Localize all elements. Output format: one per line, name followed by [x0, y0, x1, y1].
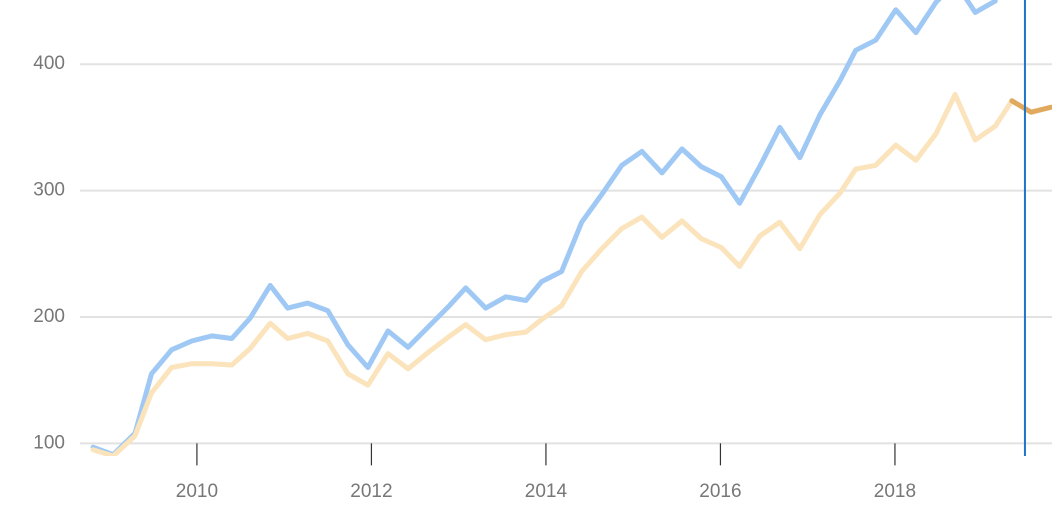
x-tick-label: 2012: [350, 481, 392, 502]
x-tick-label: 2010: [176, 481, 218, 502]
line: [90, 0, 998, 456]
line: [90, 92, 1015, 456]
x-tick-label: 2014: [525, 481, 568, 502]
x-tick-label: 2018: [874, 481, 916, 502]
y-tick-label: 400: [33, 53, 65, 74]
line: [1009, 98, 1052, 115]
y-tick-label: 200: [33, 306, 65, 327]
x-tick-label: 2016: [699, 481, 741, 502]
y-tick-label: 300: [33, 180, 65, 201]
plot: [90, 0, 1052, 456]
y-tick-label: 100: [33, 432, 65, 453]
